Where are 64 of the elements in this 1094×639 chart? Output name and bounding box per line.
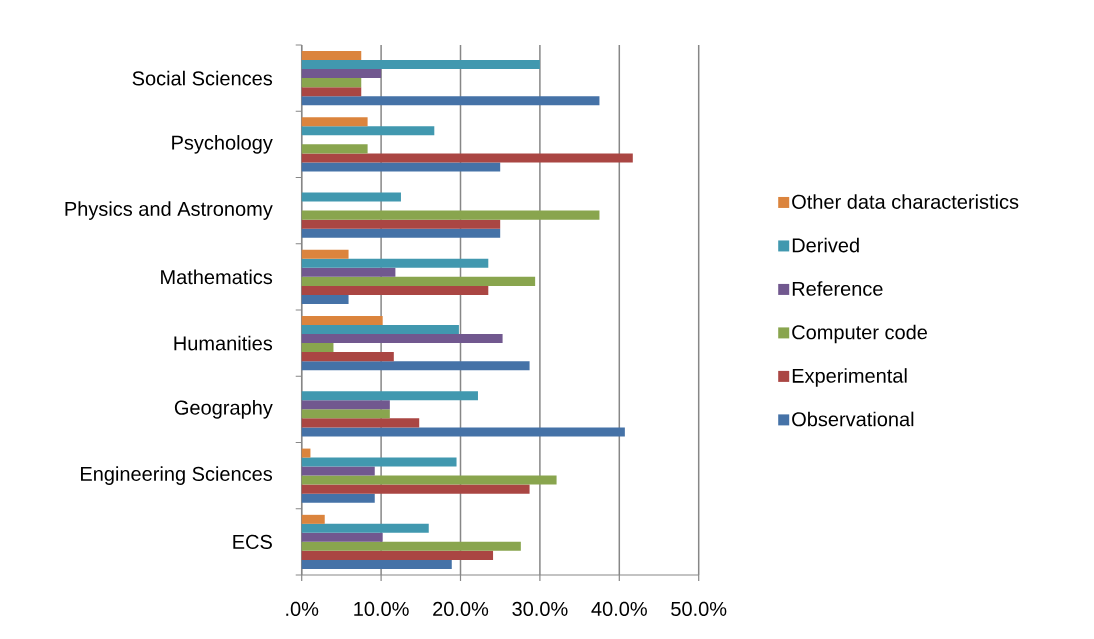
- legend-label: Reference: [792, 281, 883, 296]
- bar: [301, 532, 383, 542]
- x-tick-label: .0%: [286, 601, 319, 616]
- bar: [301, 418, 420, 428]
- bar: [301, 484, 530, 494]
- x-tick-label: 10.0%: [354, 601, 409, 616]
- bar: [301, 294, 349, 304]
- legend-label: Experimental: [792, 368, 907, 387]
- legend-label: Observational: [792, 411, 914, 427]
- y-tick-label: Geography: [174, 400, 273, 419]
- bar: [301, 249, 349, 259]
- bar: [301, 325, 459, 335]
- bar: [301, 60, 540, 70]
- bar: [301, 361, 530, 371]
- bar: [301, 559, 452, 569]
- bar: [301, 276, 536, 286]
- bar: [301, 153, 633, 163]
- legend-label: Derived: [792, 237, 859, 253]
- bar: [301, 448, 311, 458]
- bar: [301, 475, 557, 485]
- bar: [301, 144, 368, 154]
- bar: [301, 258, 489, 268]
- bar: [301, 343, 334, 353]
- y-tick-label: Engineering Sciences: [81, 466, 273, 485]
- bar: [301, 78, 362, 88]
- legend-label: Other data characteristics: [792, 194, 1019, 209]
- y-tick-label: Psychology: [172, 135, 273, 154]
- bar: [301, 117, 368, 127]
- bar: [301, 550, 494, 560]
- x-tick-label: 30.0%: [512, 601, 568, 616]
- bar: [301, 523, 429, 533]
- bar: [301, 409, 390, 419]
- bar: [301, 316, 383, 326]
- bar: [301, 493, 375, 503]
- bar: [301, 427, 625, 437]
- x-tick-label: 20.0%: [433, 601, 489, 616]
- bar: [301, 400, 390, 410]
- y-tick-label: Social Sciences: [132, 70, 273, 86]
- bar: [301, 210, 600, 220]
- y-tick-label: ECS: [233, 534, 272, 549]
- bar: [301, 352, 394, 362]
- y-tick-label: Humanities: [174, 335, 273, 351]
- bar: [301, 466, 375, 476]
- bar: [301, 391, 478, 401]
- bar: [301, 228, 501, 238]
- bar: [301, 162, 501, 172]
- bar: [301, 126, 435, 136]
- bar: [301, 457, 457, 467]
- bar: [301, 285, 489, 295]
- bar: [301, 87, 362, 97]
- bar: [301, 334, 503, 344]
- x-tick-label: 40.0%: [591, 601, 647, 616]
- legend-label: Computer code: [792, 324, 928, 344]
- x-tick-label: 50.0%: [671, 601, 727, 616]
- bar: [301, 192, 401, 202]
- bar: [301, 514, 325, 524]
- bar: [301, 219, 501, 229]
- y-tick-label: Mathematics: [161, 269, 273, 285]
- bar: [301, 51, 362, 61]
- y-tick-label: Physics and Astronomy: [65, 201, 273, 220]
- bar: [301, 96, 600, 106]
- bar: [301, 69, 382, 79]
- bar: [301, 267, 396, 277]
- bar: [301, 541, 521, 551]
